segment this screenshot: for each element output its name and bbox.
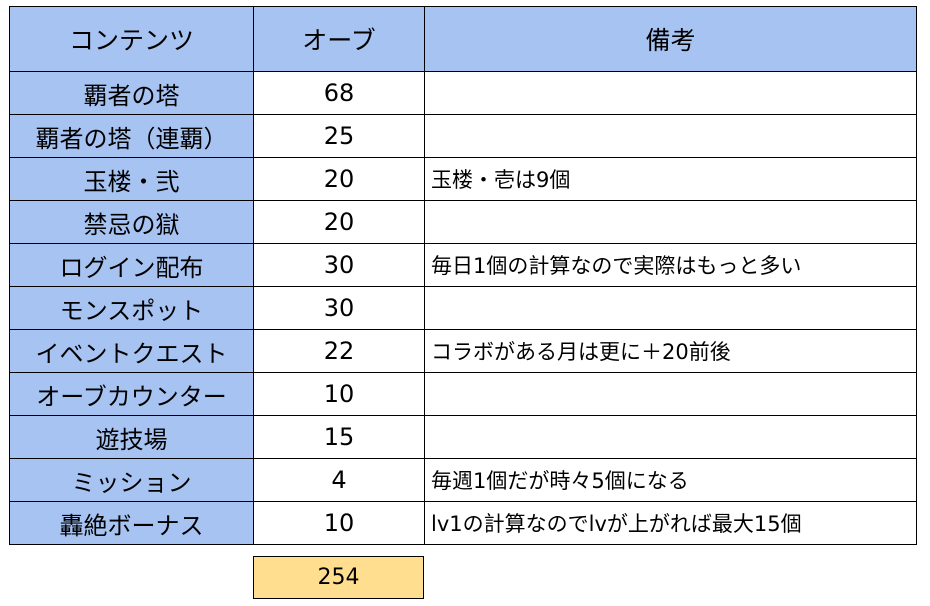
- orb-table: コンテンツ オーブ 備考 覇者の塔 68 覇者の塔（連覇） 25 玉楼・弐 20…: [9, 6, 917, 545]
- orb-cell[interactable]: 20: [253, 200, 425, 244]
- table-row: イベントクエスト 22 コラボがある月は更に＋20前後: [9, 329, 917, 373]
- orb-cell[interactable]: 15: [253, 415, 425, 459]
- content-cell[interactable]: モンスポット: [9, 286, 254, 330]
- note-cell[interactable]: [424, 114, 917, 158]
- content-cell[interactable]: 覇者の塔（連覇）: [9, 114, 254, 158]
- content-cell[interactable]: ミッション: [9, 458, 254, 502]
- content-cell[interactable]: 禁忌の獄: [9, 200, 254, 244]
- table-row: 禁忌の獄 20: [9, 200, 917, 244]
- content-cell[interactable]: 覇者の塔: [9, 71, 254, 115]
- note-cell[interactable]: [424, 286, 917, 330]
- table-row: 覇者の塔（連覇） 25: [9, 114, 917, 158]
- note-cell[interactable]: 毎日1個の計算なので実際はもっと多い: [424, 243, 917, 287]
- content-cell[interactable]: オーブカウンター: [9, 372, 254, 416]
- table-row: ログイン配布 30 毎日1個の計算なので実際はもっと多い: [9, 243, 917, 287]
- header-orb[interactable]: オーブ: [253, 6, 425, 72]
- content-cell[interactable]: 玉楼・弐: [9, 157, 254, 201]
- content-cell[interactable]: 遊技場: [9, 415, 254, 459]
- header-note[interactable]: 備考: [424, 6, 917, 72]
- note-cell[interactable]: 毎週1個だが時々5個になる: [424, 458, 917, 502]
- table-row: オーブカウンター 10: [9, 372, 917, 416]
- content-cell[interactable]: ログイン配布: [9, 243, 254, 287]
- table-row: 轟絶ボーナス 10 lv1の計算なのでlvが上がれば最大15個: [9, 501, 917, 545]
- orb-cell[interactable]: 10: [253, 501, 425, 545]
- orb-cell[interactable]: 30: [253, 243, 425, 287]
- orb-cell[interactable]: 68: [253, 71, 425, 115]
- orb-cell[interactable]: 20: [253, 157, 425, 201]
- table-row: 覇者の塔 68: [9, 71, 917, 115]
- table-row: 遊技場 15: [9, 415, 917, 459]
- header-content[interactable]: コンテンツ: [9, 6, 254, 72]
- header-row: コンテンツ オーブ 備考: [9, 6, 917, 72]
- note-cell[interactable]: [424, 372, 917, 416]
- note-cell[interactable]: 玉楼・壱は9個: [424, 157, 917, 201]
- table-row: 玉楼・弐 20 玉楼・壱は9個: [9, 157, 917, 201]
- orb-cell[interactable]: 10: [253, 372, 425, 416]
- orb-cell[interactable]: 22: [253, 329, 425, 373]
- note-cell[interactable]: [424, 71, 917, 115]
- note-cell[interactable]: lv1の計算なのでlvが上がれば最大15個: [424, 501, 917, 545]
- orb-cell[interactable]: 25: [253, 114, 425, 158]
- note-cell[interactable]: [424, 415, 917, 459]
- table-row: ミッション 4 毎週1個だが時々5個になる: [9, 458, 917, 502]
- total-cell[interactable]: 254: [253, 556, 424, 599]
- content-cell[interactable]: イベントクエスト: [9, 329, 254, 373]
- orb-cell[interactable]: 30: [253, 286, 425, 330]
- orb-cell[interactable]: 4: [253, 458, 425, 502]
- note-cell[interactable]: [424, 200, 917, 244]
- content-cell[interactable]: 轟絶ボーナス: [9, 501, 254, 545]
- table-row: モンスポット 30: [9, 286, 917, 330]
- note-cell[interactable]: コラボがある月は更に＋20前後: [424, 329, 917, 373]
